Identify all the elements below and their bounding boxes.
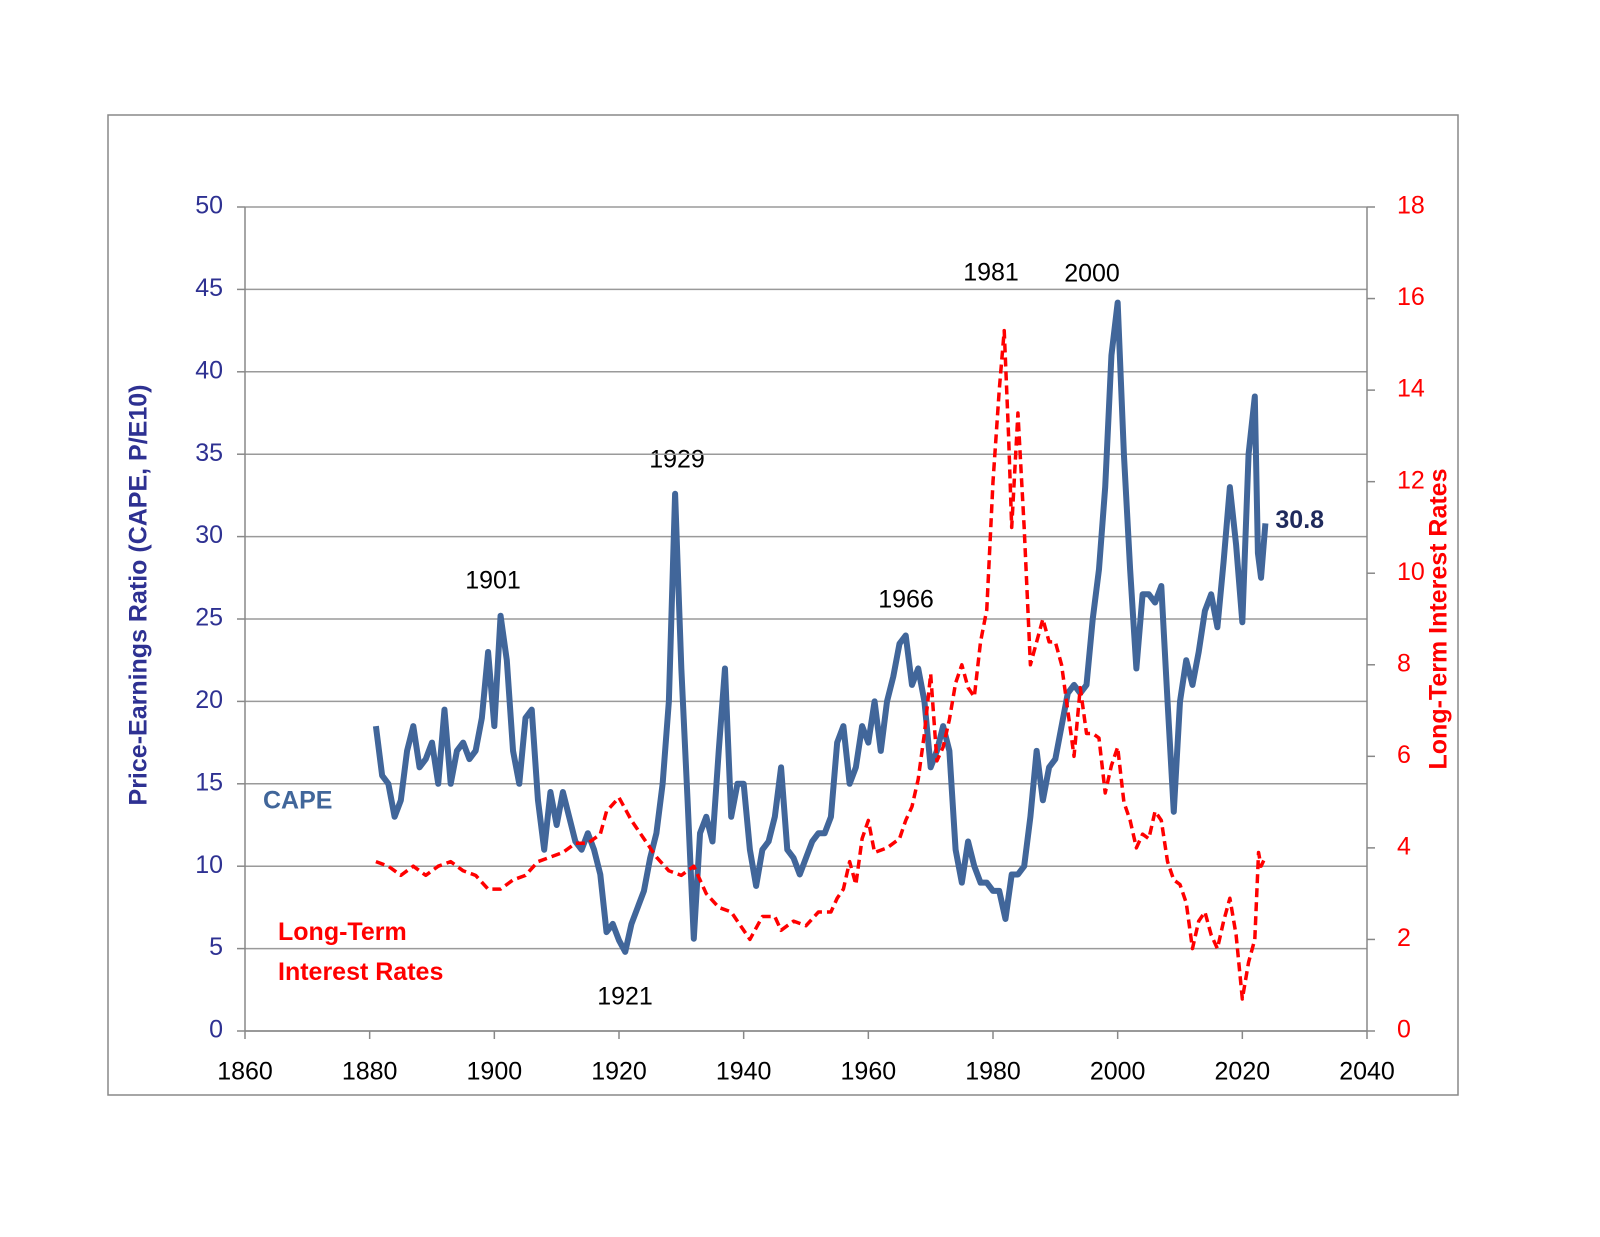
y2-tick-label: 8 xyxy=(1397,649,1411,677)
x-tick-label: 2040 xyxy=(1339,1058,1395,1086)
series-line xyxy=(375,328,1267,1001)
y-tick-label: 35 xyxy=(195,439,223,467)
annotation: 2000 xyxy=(1064,260,1120,288)
y2-tick-label: 16 xyxy=(1397,283,1425,311)
chart-frame xyxy=(107,114,1459,1096)
y2-axis-label: Long-Term Interest Rates xyxy=(1425,469,1453,770)
annotation: 1921 xyxy=(597,983,653,1011)
x-tick-label: 1940 xyxy=(716,1058,772,1086)
y2-tick-label: 2 xyxy=(1397,924,1411,952)
y-tick-label: 40 xyxy=(195,356,223,384)
x-tick-label: 2020 xyxy=(1215,1058,1271,1086)
x-tick-label: 1880 xyxy=(342,1058,398,1086)
y-tick-label: 45 xyxy=(195,274,223,302)
annotation: 1981 xyxy=(963,259,1019,287)
y-tick-label: 0 xyxy=(209,1016,223,1044)
y-tick-label: 20 xyxy=(195,686,223,714)
x-tick-label: 1860 xyxy=(217,1058,273,1086)
y2-tick-label: 4 xyxy=(1397,832,1411,860)
x-tick-label: 2000 xyxy=(1090,1058,1146,1086)
y-tick-label: 10 xyxy=(195,851,223,879)
x-tick-label: 1960 xyxy=(841,1058,897,1086)
series-line xyxy=(372,299,1269,955)
x-tick-label: 1920 xyxy=(591,1058,647,1086)
y2-tick-label: 14 xyxy=(1397,375,1425,403)
series-label: Long-Term Interest Rates xyxy=(278,918,444,986)
x-tick-label: 1900 xyxy=(467,1058,523,1086)
annotation: 1929 xyxy=(649,446,705,474)
y2-tick-label: 12 xyxy=(1397,466,1425,494)
annotation: 1901 xyxy=(465,567,521,595)
annotation: 1966 xyxy=(878,586,934,614)
y2-tick-label: 6 xyxy=(1397,741,1411,769)
series-label: CAPE xyxy=(263,787,332,815)
y-tick-label: 5 xyxy=(209,933,223,961)
y-tick-label: 50 xyxy=(195,192,223,220)
data-label: 30.8 xyxy=(1275,506,1324,534)
y2-tick-label: 10 xyxy=(1397,558,1425,586)
y2-tick-label: 18 xyxy=(1397,192,1425,220)
x-tick-label: 1980 xyxy=(965,1058,1021,1086)
y-tick-label: 25 xyxy=(195,604,223,632)
y-tick-label: 15 xyxy=(195,768,223,796)
y-tick-label: 30 xyxy=(195,521,223,549)
y-axis-label: Price-Earnings Ratio (CAPE, P/E10) xyxy=(125,385,153,806)
y2-tick-label: 0 xyxy=(1397,1016,1411,1044)
